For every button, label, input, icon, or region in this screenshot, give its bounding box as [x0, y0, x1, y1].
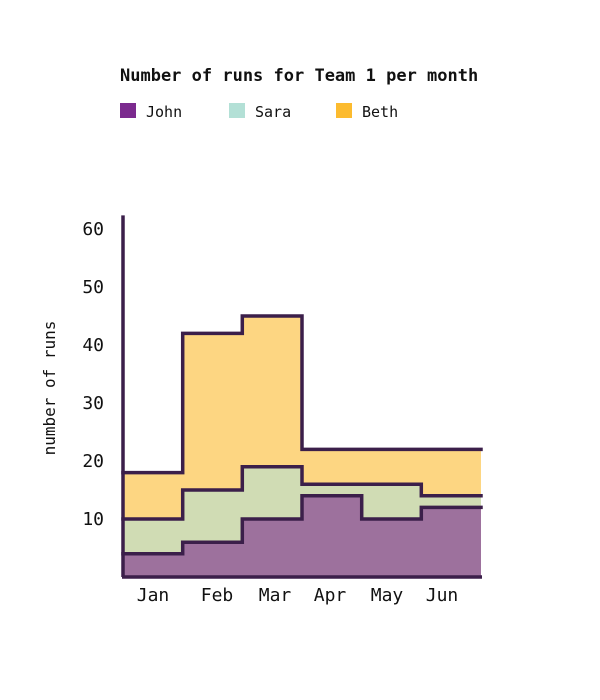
legend-label: Sara [255, 103, 291, 121]
x-tick-label: Apr [314, 585, 347, 606]
chart-title: Number of runs for Team 1 per month [120, 66, 478, 86]
x-tick-label: May [371, 585, 404, 606]
line-john [121, 494, 483, 556]
axes [121, 215, 482, 579]
x-tick-label: Jun [426, 585, 459, 606]
legend-label: John [146, 103, 182, 121]
legend-swatch [229, 103, 245, 118]
area-john [123, 495, 481, 577]
legend-item-beth: Beth [336, 103, 398, 121]
y-axis-label: number of runs [40, 321, 59, 456]
y-tick-label: 30 [82, 393, 104, 414]
x-tick-label: Jan [137, 585, 170, 606]
y-tick-label: 40 [82, 335, 104, 356]
legend-item-sara: Sara [229, 103, 291, 121]
y-tick-label: 60 [82, 219, 104, 240]
x-tick-label: Feb [201, 585, 234, 606]
legend-swatch [336, 103, 352, 118]
legend: John Sara Beth [120, 103, 398, 121]
x-tick-label: Mar [259, 585, 292, 606]
line-sara [121, 465, 483, 521]
legend-swatch [120, 103, 136, 118]
y-tick-label: 20 [82, 451, 104, 472]
y-tick-label: 50 [82, 277, 104, 298]
y-tick-label: 10 [82, 509, 104, 530]
line-beth [121, 314, 483, 475]
tick-labels: 10 20 30 40 50 60 Jan Feb Mar Apr May Jun [82, 219, 458, 606]
legend-label: Beth [362, 103, 398, 121]
series-lines [121, 314, 483, 556]
legend-item-john: John [120, 103, 182, 121]
